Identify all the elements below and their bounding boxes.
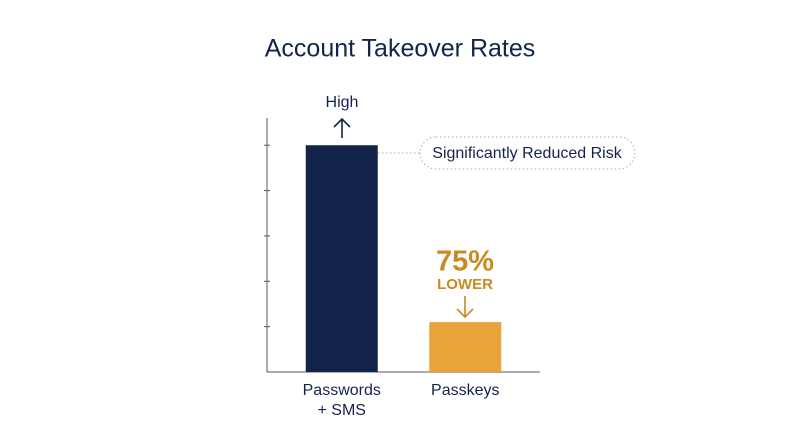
chart-title: Account Takeover Rates <box>265 35 536 63</box>
annotation-high: High <box>326 94 359 111</box>
bar <box>305 145 378 372</box>
annotation-box <box>419 136 636 170</box>
annotation-percent: 75% <box>436 246 494 278</box>
annotation-lower: LOWER <box>437 276 493 293</box>
arrow-down <box>456 296 474 319</box>
bar <box>429 322 502 372</box>
annotation-risk: Significantly Reduced Risk <box>432 145 622 162</box>
x-tick-label: Passkeys <box>431 382 500 399</box>
x-tick-label: Passwords + SMS <box>302 382 381 419</box>
arrow-up <box>333 117 351 138</box>
